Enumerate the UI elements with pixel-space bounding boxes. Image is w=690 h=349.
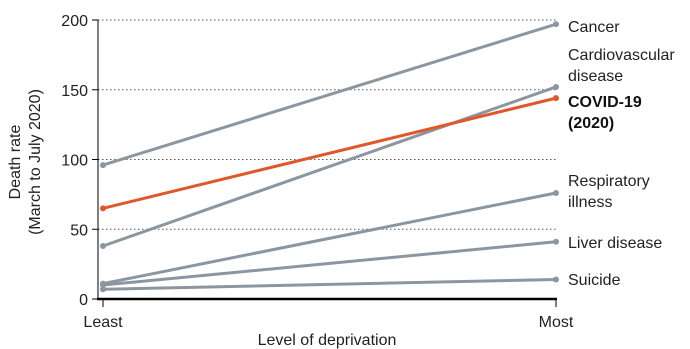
y-tick-label: 50 [70,222,88,239]
series-line-cardiovascular-disease [101,85,558,248]
x-tick-label: Least [83,314,123,331]
series-line-suicide [101,277,558,291]
series-label-cancer: Cancer [568,19,620,36]
series-label-respiratory-illness: illness [568,194,612,211]
y-axis-title-line-1: Death rate [7,125,24,200]
x-axis-title: Level of deprivation [258,332,397,349]
series-line-cancer [101,22,558,167]
series-label-suicide: Suicide [568,272,621,289]
axes [97,20,557,301]
data-point-cancer [553,21,559,28]
series-label-covid-19-2020: (2020) [568,115,614,132]
data-point-cardiovascular-disease [100,242,106,249]
series-line-respiratory-illness [101,191,558,286]
y-axis-title: Death rate (March to July 2020) [7,89,44,235]
series-labels: Cancer Cardiovascular disease COVID-19 (2020… [568,19,675,289]
data-point-suicide [553,276,559,283]
y-axis-ticks: 0 50 100 150 200 [61,13,98,309]
series-label-cardiovascular-disease: disease [568,68,623,85]
data-point-suicide [100,286,106,293]
series-line-covid-19-2020 [101,96,558,210]
data-point-covid-19-2020 [553,95,559,102]
grid-lines [98,19,556,230]
series-label-covid-19-2020: COVID-19 [568,94,642,111]
series-label-respiratory-illness: Respiratory [568,173,650,190]
data-point-respiratory-illness [553,189,559,196]
data-point-liver-disease [553,238,559,245]
series-line-liver-disease [101,240,558,287]
data-point-cancer [100,162,106,169]
x-tick-label: Most [539,314,574,331]
y-tick-label: 0 [79,292,88,309]
x-axis-ticks: Least Most [83,299,574,331]
y-tick-label: 200 [61,13,88,30]
data-point-liver-disease [100,282,106,289]
series-label-cardiovascular-disease: Cardiovascular [568,47,675,64]
y-tick-label: 150 [61,83,88,100]
y-tick-label: 100 [61,153,88,170]
y-axis-title-line-2: (March to July 2020) [27,89,44,235]
data-point-cardiovascular-disease [553,83,559,90]
data-point-covid-19-2020 [100,205,106,212]
series-group [100,21,559,293]
series-label-liver-disease: Liver disease [568,235,662,252]
